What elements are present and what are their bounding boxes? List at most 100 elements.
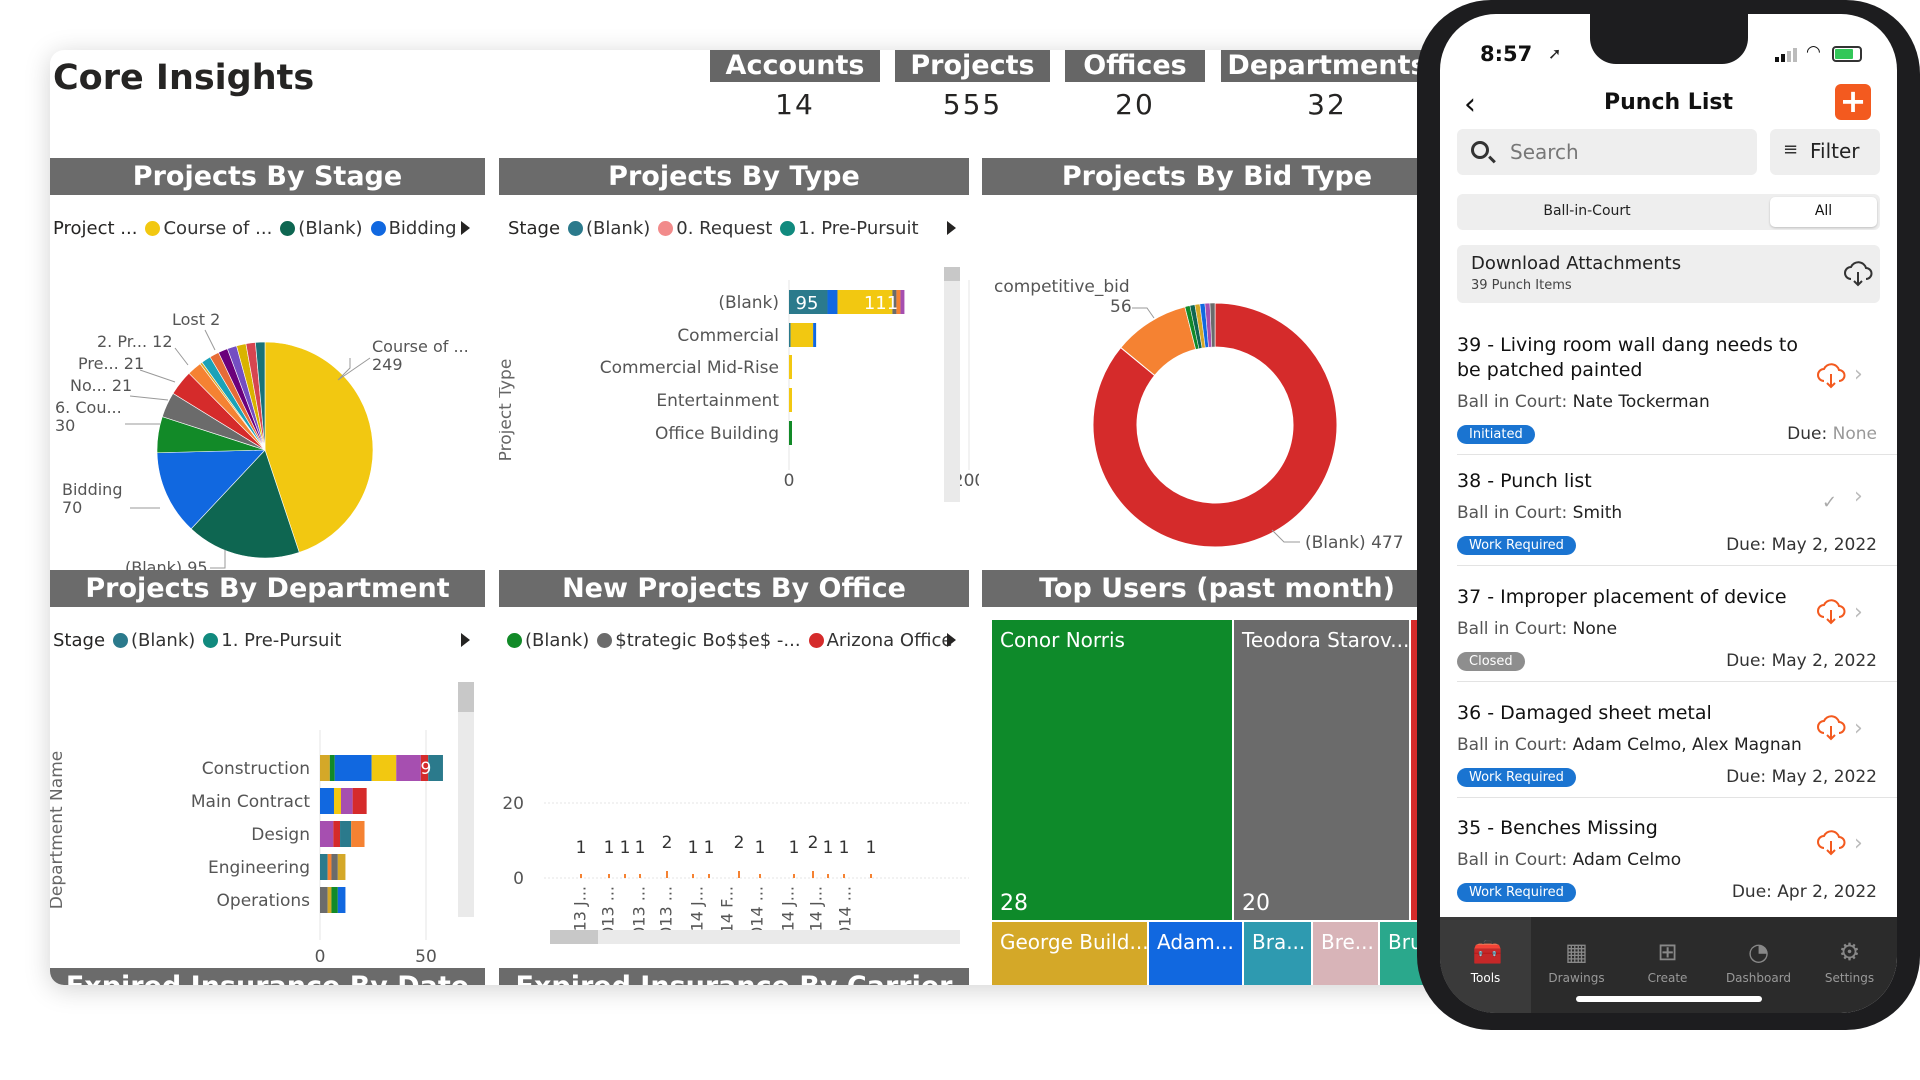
legend-next-arrow-icon[interactable] — [461, 221, 470, 235]
y-axis-label: Project Type — [499, 359, 516, 462]
kpi-label: Accounts — [710, 50, 880, 82]
item-title[interactable]: 36 - Damaged sheet metal — [1457, 702, 1712, 724]
back-chevron-icon[interactable]: ‹ — [1464, 87, 1476, 122]
legend-item: (Blank) — [525, 630, 590, 651]
scroll-thumb[interactable] — [550, 930, 598, 944]
tab-tools[interactable]: 🧰 Tools — [1440, 917, 1531, 1013]
treemap-cell[interactable]: Bre... — [1313, 922, 1378, 985]
scrollbar-horizontal[interactable] — [550, 930, 960, 944]
phone-notch — [1590, 14, 1748, 64]
treemap-cell[interactable]: Bra... — [1244, 922, 1311, 985]
tab-settings[interactable]: ⚙ Settings — [1804, 917, 1895, 1013]
category-label: Construction — [202, 759, 310, 779]
bar-segment — [331, 887, 338, 913]
ball-value: Smith — [1572, 503, 1623, 523]
cloud-download-icon[interactable] — [1816, 362, 1846, 390]
y-axis-label: Department Name — [50, 751, 67, 909]
legend-item: Bidding — [388, 218, 457, 239]
column-bar — [624, 874, 626, 878]
legend-item: (Blank) — [131, 630, 196, 651]
status-badge: Work Required — [1457, 883, 1576, 902]
bar-segment — [396, 755, 421, 781]
legend-swatch — [658, 221, 674, 236]
data-label: 1 — [604, 838, 615, 858]
cloud-download-icon[interactable] — [1816, 829, 1846, 857]
column-bar — [738, 871, 740, 878]
row-divider — [1457, 797, 1897, 798]
kpi-value: 555 — [942, 88, 1003, 121]
leader-line — [1271, 529, 1300, 543]
legend-next-arrow-icon[interactable] — [947, 633, 956, 647]
ball-value: None — [1572, 619, 1618, 639]
legend-swatch — [597, 633, 613, 648]
legend-title: Project ... — [53, 218, 138, 239]
data-label: (Blank) 477 — [1305, 533, 1404, 553]
data-label: 2 — [734, 833, 745, 853]
phone-screen: 8:57 ➚ ◠ ‹ Punch List + Search ≡ Filter … — [1440, 14, 1897, 1013]
treemap-label: Bra... — [1252, 930, 1306, 954]
treemap-cell[interactable]: Conor Norris 28 — [992, 620, 1232, 920]
data-label: 1 — [866, 838, 877, 858]
column-bar — [580, 874, 582, 878]
data-label: 6. Cou... — [55, 398, 122, 417]
panel-header-type: Projects By Type — [499, 158, 969, 195]
item-title[interactable]: 39 - Living room wall dang needs to — [1457, 334, 1798, 356]
treemap-cell[interactable]: George Build... — [992, 922, 1147, 985]
item-title[interactable]: 38 - Punch list — [1457, 470, 1592, 492]
leader-line — [1132, 307, 1155, 319]
treemap-label: Teodora Starov... — [1242, 628, 1409, 652]
download-attachments[interactable]: Download Attachments 39 Punch Items — [1457, 245, 1880, 303]
legend-swatch — [280, 221, 296, 236]
data-label: 70 — [62, 498, 82, 517]
data-label: 1 — [688, 838, 699, 858]
segment-all[interactable]: All — [1770, 197, 1877, 227]
scroll-thumb[interactable] — [944, 267, 960, 281]
due-value: Apr 2, 2022 — [1777, 882, 1877, 902]
treemap-label: Conor Norris — [1000, 628, 1125, 652]
chevron-right-icon[interactable]: › — [1854, 831, 1863, 856]
treemap-cell[interactable]: Adam... — [1149, 922, 1242, 985]
scroll-thumb[interactable] — [458, 682, 474, 712]
chevron-right-icon[interactable]: › — [1854, 716, 1863, 741]
cloud-download-icon — [1844, 261, 1873, 287]
treemap-cell[interactable]: Teodora Starov... 20 — [1234, 620, 1409, 920]
bar-chart-type: Project Type (Blank) Commercial Commercial … — [499, 280, 979, 491]
category-label: 2014 ... — [836, 886, 855, 940]
chevron-right-icon[interactable]: › — [1854, 484, 1863, 509]
tab-label: Settings — [1824, 971, 1875, 985]
category-label: Design — [251, 825, 310, 845]
filter-button[interactable]: ≡ Filter — [1770, 129, 1880, 175]
legend-next-arrow-icon[interactable] — [947, 221, 956, 235]
tab-label: Drawings — [1548, 971, 1605, 985]
add-button[interactable]: + — [1835, 84, 1871, 120]
chevron-right-icon[interactable]: › — [1854, 600, 1863, 625]
bar-segment — [837, 290, 893, 314]
legend-next-arrow-icon[interactable] — [461, 633, 470, 647]
chevron-right-icon[interactable]: › — [1854, 362, 1863, 387]
item-title[interactable]: 37 - Improper placement of device — [1457, 586, 1787, 608]
segment-ball-in-court[interactable]: Ball-in-Court — [1543, 203, 1631, 219]
tab-create[interactable]: ⊞ Create — [1622, 917, 1713, 1013]
category-label: 2014 J... — [688, 886, 707, 940]
battery-icon — [1832, 46, 1862, 62]
dashboard-window: Core Insights Accounts 14 Projects 555 O… — [50, 50, 1500, 985]
search-input[interactable]: Search — [1457, 129, 1757, 175]
item-title[interactable]: 35 - Benches Missing — [1457, 817, 1658, 839]
cloud-download-icon[interactable] — [1816, 714, 1846, 742]
bar-segment — [320, 788, 334, 814]
tab-dashboard[interactable]: ◔ Dashboard — [1713, 917, 1804, 1013]
tab-drawings[interactable]: ▦ Drawings — [1531, 917, 1622, 1013]
column-bar — [843, 874, 845, 878]
scrollbar[interactable] — [458, 682, 474, 917]
ball-in-court: Ball in Court: Nate Tockerman — [1457, 392, 1710, 412]
panel-header-users: Top Users (past month) — [982, 570, 1452, 607]
ball-in-court: Ball in Court: Adam Celmo — [1457, 850, 1681, 870]
gear-icon: ⚙ — [1838, 938, 1861, 966]
bar-segment — [352, 788, 367, 814]
pie-slice — [264, 341, 374, 553]
cloud-download-icon[interactable] — [1816, 598, 1846, 626]
legend-stage: Project ... Course of ... (Blank) Bidding — [53, 218, 457, 239]
panel-header-bid: Projects By Bid Type — [982, 158, 1452, 195]
scrollbar[interactable] — [944, 267, 960, 502]
